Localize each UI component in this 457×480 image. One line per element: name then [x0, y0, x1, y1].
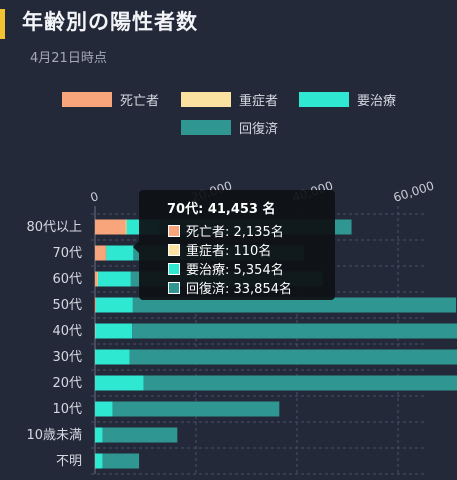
- bar-0-2: [95, 271, 98, 287]
- x-tick-label: 60,000: [392, 179, 436, 205]
- tooltip-row-recovered: 回復済: 33,854名: [168, 278, 325, 297]
- y-tick-label: 不明: [56, 454, 82, 469]
- y-tick-label: 50代: [52, 298, 82, 313]
- bar-0-0: [95, 219, 126, 235]
- bar-2-3: [96, 297, 133, 313]
- legend-item-severe[interactable]: 重症者: [181, 90, 278, 109]
- date-subtitle: 4月21日時点: [30, 51, 107, 66]
- bar-1-1: [105, 245, 107, 261]
- y-tick-label: 80代以上: [26, 220, 82, 235]
- bar-3-7: [112, 401, 280, 417]
- bar-0-1: [95, 245, 106, 261]
- y-tick-label: 60代: [52, 272, 82, 287]
- y-tick-label: 40代: [52, 324, 82, 339]
- bar-2-6: [95, 375, 144, 391]
- y-tick-label: 30代: [52, 350, 82, 365]
- y-tick-label: 10歳未満: [26, 428, 82, 443]
- legend-swatch-treatment: [299, 92, 349, 107]
- y-tick-label: 20代: [52, 376, 82, 391]
- legend-swatch-death: [62, 92, 112, 107]
- bar-2-7: [95, 401, 113, 417]
- bar-1-2: [97, 271, 99, 287]
- bar-1-0: [125, 219, 127, 235]
- bar-3-5: [129, 349, 457, 365]
- bar-3-4: [132, 323, 457, 339]
- tooltip-label-severe: 重症者: 110名: [186, 244, 272, 259]
- tooltip-arrow: [133, 241, 139, 253]
- x-tick-label: 0: [89, 189, 101, 205]
- tooltip-label-treatment: 要治療: 5,354名: [186, 263, 284, 278]
- tooltip-title: 70代: 41,453 名: [167, 202, 276, 217]
- tooltip-row-severe: 重症者: 110名: [168, 240, 325, 259]
- bar-2-4: [95, 323, 133, 339]
- legend-swatch-recovered: [181, 120, 231, 135]
- title-accent-bar: [0, 9, 5, 39]
- tooltip-swatch-death: [168, 224, 180, 237]
- bar-3-9: [102, 453, 140, 469]
- tooltip-row-death: 死亡者: 2,135名: [168, 221, 325, 240]
- tooltip-swatch-severe: [168, 243, 180, 256]
- legend-swatch-severe: [181, 92, 231, 107]
- bar-2-8: [95, 427, 103, 443]
- legend-label-death: 死亡者: [120, 94, 160, 109]
- bar-2-9: [95, 453, 103, 469]
- bar-3-6: [143, 375, 457, 391]
- chart-tooltip: 70代: 41,453 名 死亡者: 2,135名 重症者: 110名 要治療:…: [133, 190, 335, 300]
- tooltip-swatch-treatment: [168, 262, 180, 275]
- legend-label-treatment: 要治療: [357, 94, 397, 109]
- legend-item-recovered[interactable]: 回復済: [181, 118, 278, 137]
- tooltip-row-treatment: 要治療: 5,354名: [168, 259, 325, 278]
- legend-label-severe: 重症者: [239, 94, 279, 109]
- legend-item-treatment[interactable]: 要治療: [299, 90, 396, 109]
- y-tick-label: 10代: [52, 402, 82, 417]
- legend-label-recovered: 回復済: [239, 122, 279, 137]
- y-tick-label: 70代: [52, 246, 82, 261]
- tooltip-swatch-recovered: [168, 281, 180, 294]
- bar-3-3: [132, 297, 457, 313]
- page-title: 年齢別の陽性者数: [22, 10, 198, 34]
- bar-0-4: [95, 323, 96, 339]
- legend-item-death[interactable]: 死亡者: [62, 90, 159, 109]
- tooltip-label-recovered: 回復済: 33,854名: [186, 282, 292, 297]
- bar-0-3: [95, 297, 96, 313]
- bar-2-5: [95, 349, 130, 365]
- bar-3-8: [102, 427, 178, 443]
- bar-2-2: [98, 271, 131, 287]
- bar-1-3: [95, 297, 97, 313]
- tooltip-label-death: 死亡者: 2,135名: [186, 225, 284, 240]
- bar-2-1: [106, 245, 134, 261]
